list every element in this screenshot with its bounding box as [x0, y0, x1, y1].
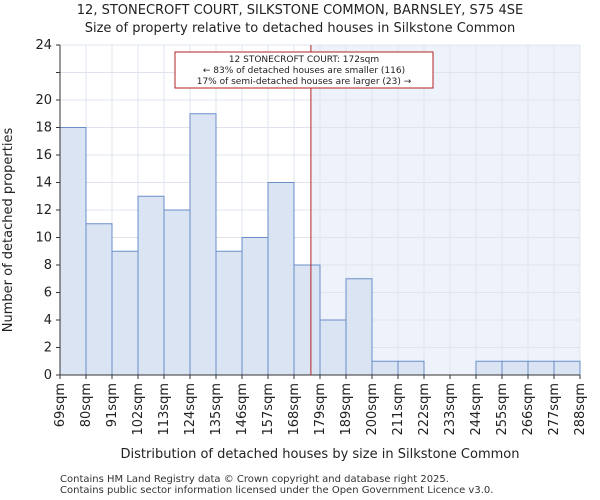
- bar-102sqm: [137, 195, 165, 376]
- annotation-line: 12 STONECROFT COURT: 172sqm: [229, 55, 379, 65]
- x-tick-label: 135sqm: [209, 383, 224, 436]
- x-tick-label: 69sqm: [53, 383, 68, 427]
- histogram-bars: [59, 113, 581, 376]
- x-tick-label: 244sqm: [469, 383, 484, 436]
- bar-179sqm: [319, 319, 347, 376]
- y-tick-label: 12: [35, 203, 52, 218]
- bar-255sqm: [501, 360, 529, 376]
- bar-200sqm: [371, 360, 399, 376]
- y-tick-label: 4: [44, 313, 52, 328]
- x-tick-label: 157sqm: [261, 383, 276, 436]
- x-tick-label: 168sqm: [287, 383, 302, 436]
- x-tick-label: 255sqm: [495, 383, 510, 436]
- y-tick-label: 6: [44, 286, 52, 301]
- y-tick-label: 8: [44, 258, 52, 273]
- x-axis-ticks: 69sqm 80sqm 91sqm 102sqm 113sqm 124sqm 135sqm 1…: [53, 375, 588, 436]
- y-tick-label: 16: [35, 148, 52, 163]
- x-axis-label: Distribution of detached houses by size …: [121, 447, 520, 462]
- x-tick-label: 113sqm: [157, 383, 172, 436]
- bar-157sqm: [267, 182, 295, 376]
- bar-277sqm: [553, 360, 581, 376]
- y-tick-label: 18: [35, 121, 52, 136]
- x-tick-label: 102sqm: [131, 383, 146, 436]
- annotation-box: [174, 51, 434, 89]
- x-tick-label: 211sqm: [391, 383, 406, 436]
- bar-146sqm: [241, 237, 269, 376]
- y-tick-label: 24: [35, 38, 52, 53]
- footer-copyright: Contains HM Land Registry data © Crown c…: [60, 474, 449, 485]
- bar-113sqm: [163, 209, 191, 376]
- x-tick-label: 91sqm: [105, 383, 120, 427]
- x-tick-label: 233sqm: [443, 383, 458, 436]
- bar-91sqm: [111, 250, 139, 376]
- y-axis-label: Number of detached properties: [1, 128, 16, 333]
- bar-69sqm: [59, 127, 87, 376]
- y-tick-label: 10: [35, 231, 52, 246]
- bar-168sqm: [293, 264, 321, 376]
- x-tick-label: 146sqm: [235, 383, 250, 436]
- x-tick-label: 189sqm: [339, 383, 354, 436]
- x-tick-label: 200sqm: [365, 383, 380, 436]
- y-tick-label: 2: [44, 341, 52, 356]
- property-marker: 12 STONECROFT COURT: 172sqm← 83% of deta…: [174, 45, 434, 375]
- x-tick-label: 80sqm: [79, 383, 94, 427]
- bar-211sqm: [397, 360, 425, 376]
- x-tick-label: 124sqm: [183, 383, 198, 436]
- y-tick-label: 20: [35, 93, 52, 108]
- bar-135sqm: [215, 250, 243, 376]
- bar-80sqm: [85, 223, 113, 376]
- annotation-line: ← 83% of detached houses are smaller (11…: [203, 66, 405, 76]
- bar-266sqm: [527, 360, 555, 376]
- bar-189sqm: [345, 278, 373, 376]
- annotation-line: 17% of semi-detached houses are larger (…: [197, 77, 412, 87]
- x-tick-label: 179sqm: [313, 383, 328, 436]
- footer-licence: Contains public sector information licen…: [60, 485, 494, 496]
- chart-title-address: 12, STONECROFT COURT, SILKSTONE COMMON, …: [76, 3, 524, 18]
- x-tick-label: 266sqm: [521, 383, 536, 436]
- bar-244sqm: [475, 360, 503, 376]
- x-tick-label: 288sqm: [573, 383, 588, 436]
- x-tick-label: 277sqm: [547, 383, 562, 436]
- chart-subtitle: Size of property relative to detached ho…: [84, 21, 516, 36]
- y-tick-label: 14: [35, 176, 52, 191]
- x-tick-label: 222sqm: [417, 383, 432, 436]
- bar-124sqm: [189, 113, 217, 376]
- y-tick-label: 0: [44, 368, 52, 383]
